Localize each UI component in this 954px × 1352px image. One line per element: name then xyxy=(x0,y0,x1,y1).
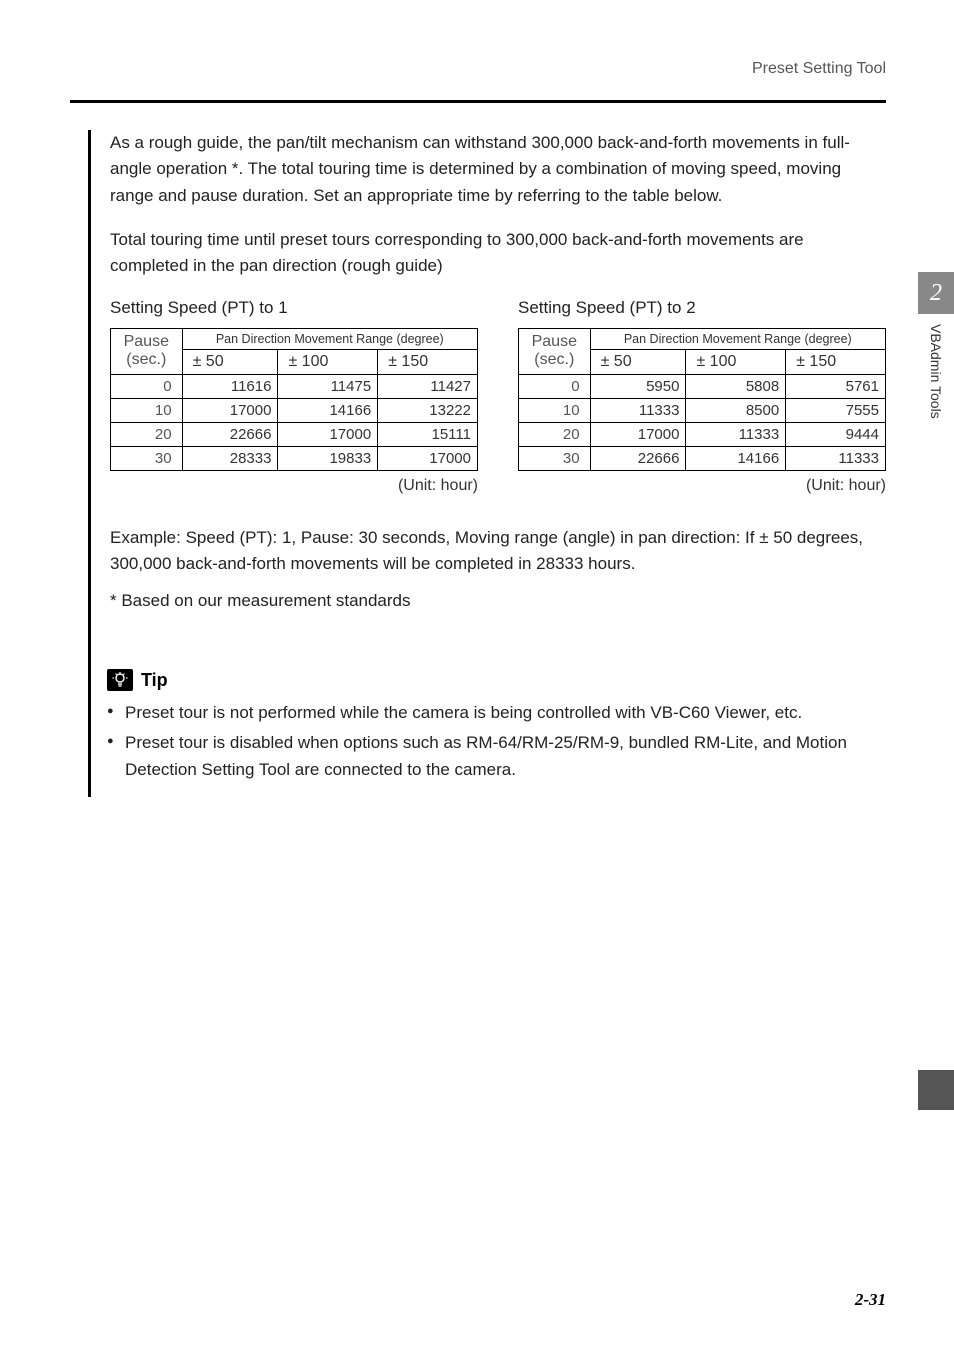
t2-r2-c0: 17000 xyxy=(590,422,686,446)
t1-r2-c0: 22666 xyxy=(182,422,278,446)
t1-r1-c2: 13222 xyxy=(378,398,478,422)
table2-col-50: ± 50 xyxy=(590,349,686,374)
tip-item: Preset tour is disabled when options suc… xyxy=(107,729,886,783)
t1-r3-c2: 17000 xyxy=(378,446,478,470)
table2-unit: (Unit: hour) xyxy=(518,477,886,495)
table-row: 20 17000 11333 9444 xyxy=(519,422,886,446)
pause-header-line1: Pause xyxy=(124,333,169,350)
table2-pause-header: Pause (sec.) xyxy=(519,328,591,374)
t2-r0-c0: 5950 xyxy=(590,374,686,398)
table-row: 10 11333 8500 7555 xyxy=(519,398,886,422)
t2-r1-c0: 11333 xyxy=(590,398,686,422)
t2-r1-pause: 10 xyxy=(519,398,591,422)
table1-col-150: ± 150 xyxy=(378,349,478,374)
footnote-text: * Based on our measurement standards xyxy=(100,591,886,611)
table-block-speed1: Setting Speed (PT) to 1 Pause (sec.) Pan… xyxy=(110,298,478,495)
tip-list: Preset tour is not performed while the c… xyxy=(107,699,886,783)
table-speed2: Pause (sec.) Pan Direction Movement Rang… xyxy=(518,328,886,471)
table2-col-150: ± 150 xyxy=(786,349,886,374)
table1-col-50: ± 50 xyxy=(182,349,278,374)
t1-r1-c0: 17000 xyxy=(182,398,278,422)
t2-r3-c1: 14166 xyxy=(686,446,786,470)
t2-r3-c2: 11333 xyxy=(786,446,886,470)
side-thumb-marker xyxy=(918,1070,954,1110)
t1-r0-pause: 0 xyxy=(111,374,183,398)
table1-range-header: Pan Direction Movement Range (degree) xyxy=(182,328,477,349)
intro-paragraph-2: Total touring time until preset tours co… xyxy=(100,227,886,280)
table2-range-header: Pan Direction Movement Range (degree) xyxy=(590,328,885,349)
table2-title: Setting Speed (PT) to 2 xyxy=(518,298,886,318)
t2-r0-c2: 5761 xyxy=(786,374,886,398)
tables-row: Setting Speed (PT) to 1 Pause (sec.) Pan… xyxy=(100,298,886,495)
t1-r1-c1: 14166 xyxy=(278,398,378,422)
table1-title: Setting Speed (PT) to 1 xyxy=(110,298,478,318)
pause-header-line2: (sec.) xyxy=(126,351,166,368)
t1-r2-pause: 20 xyxy=(111,422,183,446)
pause-header-line1: Pause xyxy=(532,333,577,350)
page-number: 2-31 xyxy=(855,1290,886,1310)
table-row: 30 22666 14166 11333 xyxy=(519,446,886,470)
t1-r0-c0: 11616 xyxy=(182,374,278,398)
t2-r3-pause: 30 xyxy=(519,446,591,470)
table-row: 30 28333 19833 17000 xyxy=(111,446,478,470)
t2-r0-pause: 0 xyxy=(519,374,591,398)
t1-r3-c0: 28333 xyxy=(182,446,278,470)
tip-item: Preset tour is not performed while the c… xyxy=(107,699,886,726)
lightbulb-icon xyxy=(107,669,133,691)
t1-r3-pause: 30 xyxy=(111,446,183,470)
t2-r2-c1: 11333 xyxy=(686,422,786,446)
page-header-title: Preset Setting Tool xyxy=(752,60,886,78)
pause-header-line2: (sec.) xyxy=(534,351,574,368)
table1-unit: (Unit: hour) xyxy=(110,477,478,495)
t1-r2-c2: 15111 xyxy=(378,422,478,446)
page: Preset Setting Tool 2 VBAdmin Tools As a… xyxy=(0,0,954,1352)
table1-col-100: ± 100 xyxy=(278,349,378,374)
lightbulb-icon-svg xyxy=(112,672,128,688)
tip-heading: Tip xyxy=(107,669,886,691)
t2-r3-c0: 22666 xyxy=(590,446,686,470)
example-text: Example: Speed (PT): 1, Pause: 30 second… xyxy=(100,525,886,578)
t2-r1-c2: 7555 xyxy=(786,398,886,422)
t2-r2-c2: 9444 xyxy=(786,422,886,446)
table-row: 10 17000 14166 13222 xyxy=(111,398,478,422)
t1-r2-c1: 17000 xyxy=(278,422,378,446)
header-rule xyxy=(70,100,886,103)
chapter-number-badge: 2 xyxy=(918,272,954,314)
t1-r0-c2: 11427 xyxy=(378,374,478,398)
table-row: 0 5950 5808 5761 xyxy=(519,374,886,398)
table-row: 0 11616 11475 11427 xyxy=(111,374,478,398)
t2-r0-c1: 5808 xyxy=(686,374,786,398)
table1-pause-header: Pause (sec.) xyxy=(111,328,183,374)
t2-r1-c1: 8500 xyxy=(686,398,786,422)
t1-r3-c1: 19833 xyxy=(278,446,378,470)
note-left-bar xyxy=(88,130,91,685)
intro-paragraph-1: As a rough guide, the pan/tilt mechanism… xyxy=(100,130,886,209)
table2-col-100: ± 100 xyxy=(686,349,786,374)
table-row: 20 22666 17000 15111 xyxy=(111,422,478,446)
t2-r2-pause: 20 xyxy=(519,422,591,446)
side-tab: 2 VBAdmin Tools xyxy=(918,272,954,454)
t1-r1-pause: 10 xyxy=(111,398,183,422)
tip-block: Tip Preset tour is not performed while t… xyxy=(88,661,886,797)
chapter-label: VBAdmin Tools xyxy=(928,314,944,454)
content-area: As a rough guide, the pan/tilt mechanism… xyxy=(100,130,886,797)
table-speed1: Pause (sec.) Pan Direction Movement Rang… xyxy=(110,328,478,471)
t1-r0-c1: 11475 xyxy=(278,374,378,398)
tip-label: Tip xyxy=(141,670,168,691)
table-block-speed2: Setting Speed (PT) to 2 Pause (sec.) Pan… xyxy=(518,298,886,495)
